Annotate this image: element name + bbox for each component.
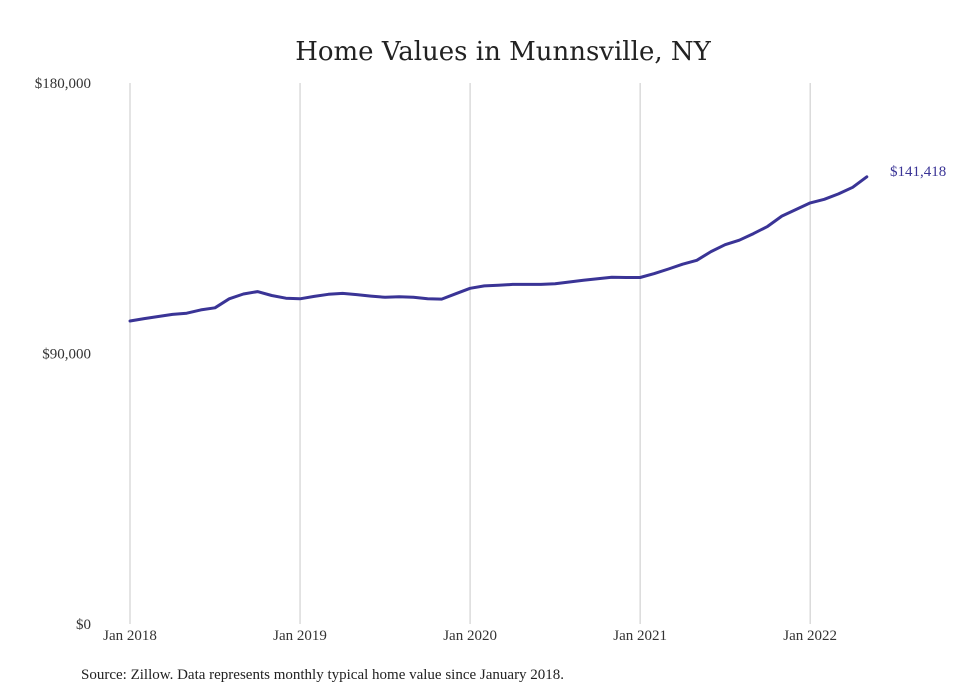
- x-axis-ticks: Jan 2018 Jan 2019 Jan 2020 Jan 2021 Jan 2022: [103, 628, 837, 644]
- grid-lines: [129, 83, 811, 624]
- x-tick-label: Jan 2021: [613, 628, 667, 644]
- series-line: [128, 175, 869, 323]
- x-tick-label: Jan 2020: [443, 628, 497, 644]
- y-tick-label: $0: [76, 617, 91, 633]
- end-value-label: $141,418: [890, 164, 946, 180]
- x-tick-label: Jan 2022: [783, 628, 837, 644]
- x-tick-label: Jan 2018: [103, 628, 157, 644]
- x-tick-label: Jan 2019: [273, 628, 327, 644]
- y-tick-label: $180,000: [35, 76, 91, 92]
- y-tick-label: $90,000: [42, 347, 91, 363]
- chart-title: Home Values in Munnsville, NY: [295, 37, 711, 67]
- source-note: Source: Zillow. Data represents monthly …: [81, 667, 565, 683]
- line-chart: Home Values in Munnsville, NY $180,000 $9…: [35, 37, 947, 644]
- y-axis-ticks: $180,000 $90,000 $0: [35, 76, 91, 633]
